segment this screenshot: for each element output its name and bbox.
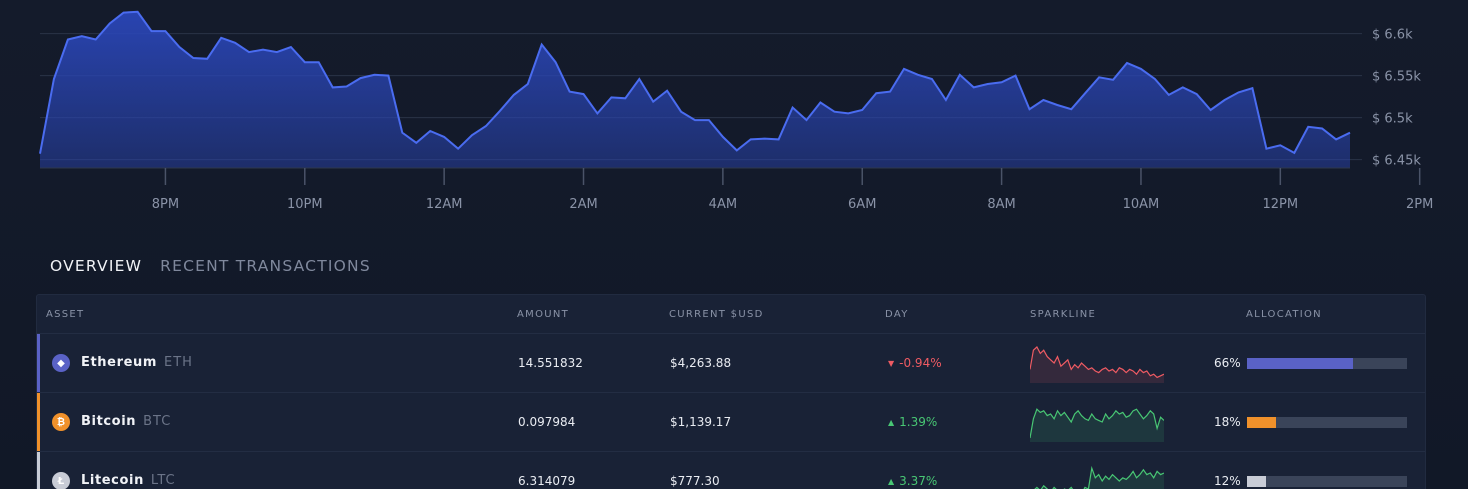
sparkline-area xyxy=(1030,347,1164,383)
column-header-sparkline: SPARKLINE xyxy=(1030,309,1097,320)
y-tick-label: $ 6.55k xyxy=(1372,70,1421,85)
asset-day-change: ▲ 3.37% xyxy=(888,474,937,488)
allocation-bar xyxy=(1247,358,1407,369)
asset-name-label: Ethereum xyxy=(81,355,157,370)
x-tick-label: 2PM xyxy=(1406,197,1433,212)
y-tick-label: $ 6.6k xyxy=(1372,28,1413,43)
column-header-allocation[interactable]: ALLOCATION xyxy=(1246,309,1322,320)
triangle-down-icon: ▼ xyxy=(888,359,895,368)
row-accent-bar xyxy=(37,393,40,451)
x-tick-label: 10AM xyxy=(1123,197,1160,212)
x-tick-label: 2AM xyxy=(569,197,597,212)
y-tick-label: $ 6.45k xyxy=(1372,154,1421,169)
triangle-up-icon: ▲ xyxy=(888,418,895,427)
tab-overview[interactable]: OVERVIEW xyxy=(50,257,143,275)
asset-sparkline xyxy=(1030,408,1164,442)
price-area xyxy=(40,11,1350,168)
column-header-day[interactable]: DAY xyxy=(885,309,909,320)
asset-day-change-value: 1.39% xyxy=(899,415,938,429)
allocation-percent: 12% xyxy=(1214,474,1241,488)
asset-symbol: ETH xyxy=(164,355,193,370)
y-tick-label: $ 6.5k xyxy=(1372,112,1413,127)
x-tick-label: 12AM xyxy=(426,197,463,212)
allocation-percent: 18% xyxy=(1214,415,1241,429)
bitcoin-icon: ₿ xyxy=(52,413,70,431)
asset-name-label: Bitcoin xyxy=(81,414,137,429)
overview-tabs: OVERVIEW RECENT TRANSACTIONS xyxy=(50,257,371,275)
allocation-bar-fill xyxy=(1247,358,1353,369)
asset-day-change: ▼ -0.94% xyxy=(888,356,942,370)
asset-symbol: BTC xyxy=(143,414,172,429)
x-tick-label: 6AM xyxy=(848,197,876,212)
x-tick-label: 8AM xyxy=(987,197,1015,212)
asset-sparkline xyxy=(1030,346,1164,383)
row-accent-bar xyxy=(37,452,40,489)
column-header-asset[interactable]: ASSET xyxy=(46,309,85,320)
asset-current-usd: $4,263.88 xyxy=(670,356,732,370)
asset-sparkline xyxy=(1034,465,1164,489)
asset-day-change: ▲ 1.39% xyxy=(888,415,937,429)
asset-amount: 6.314079 xyxy=(518,474,576,488)
x-tick-label: 12PM xyxy=(1263,197,1299,212)
tab-recent-transactions[interactable]: RECENT TRANSACTIONS xyxy=(160,257,371,275)
asset-day-change-value: -0.94% xyxy=(899,356,942,370)
asset-current-usd: $777.30 xyxy=(670,474,720,488)
x-tick-label: 4AM xyxy=(709,197,737,212)
table-header: ASSET AMOUNT CURRENT $USD DAY SPARKLINE … xyxy=(37,295,1425,334)
price-line xyxy=(39,10,1351,155)
column-header-current-usd[interactable]: CURRENT $USD xyxy=(669,309,764,320)
sparkline-line xyxy=(1030,346,1164,379)
table-row[interactable]: Ł Litecoin LTC 6.314079 $777.30 ▲ 3.37% 12… xyxy=(37,452,1425,489)
asset-name: Litecoin LTC xyxy=(81,473,176,488)
asset-amount: 0.097984 xyxy=(518,415,576,429)
allocation-bar-fill xyxy=(1247,417,1276,428)
triangle-up-icon: ▲ xyxy=(888,477,895,486)
asset-current-usd: $1,139.17 xyxy=(670,415,732,429)
column-header-amount[interactable]: AMOUNT xyxy=(517,309,570,320)
allocation-bar xyxy=(1247,417,1407,428)
allocation-bar xyxy=(1247,476,1407,487)
asset-name: Ethereum ETH xyxy=(81,355,193,370)
x-tick-label: 8PM xyxy=(152,197,179,212)
assets-table: ASSET AMOUNT CURRENT $USD DAY SPARKLINE … xyxy=(36,294,1426,489)
asset-name: Bitcoin BTC xyxy=(81,414,171,429)
allocation-percent: 66% xyxy=(1214,356,1241,370)
asset-name-label: Litecoin xyxy=(81,473,144,488)
sparkline-line xyxy=(1030,408,1164,439)
litecoin-icon: Ł xyxy=(52,472,70,489)
allocation-bar-fill xyxy=(1247,476,1267,487)
price-history-chart[interactable]: $ 6.6k $ 6.55k $ 6.5k $ 6.45k 8PM 10PM 12AM 2AM… xyxy=(0,0,1468,225)
ethereum-icon: ◆ xyxy=(52,354,70,372)
table-row[interactable]: ◆ Ethereum ETH 14.551832 $4,263.88 ▼ -0.94… xyxy=(37,334,1425,393)
asset-day-change-value: 3.37% xyxy=(899,474,938,488)
row-accent-bar xyxy=(37,334,40,392)
sparkline-area xyxy=(1030,409,1164,442)
table-row[interactable]: ₿ Bitcoin BTC 0.097984 $1,139.17 ▲ 1.39% 1… xyxy=(37,393,1425,452)
asset-symbol: LTC xyxy=(150,473,176,488)
asset-amount: 14.551832 xyxy=(518,356,583,370)
x-tick-label: 10PM xyxy=(287,197,323,212)
sparkline-line xyxy=(1034,465,1164,489)
